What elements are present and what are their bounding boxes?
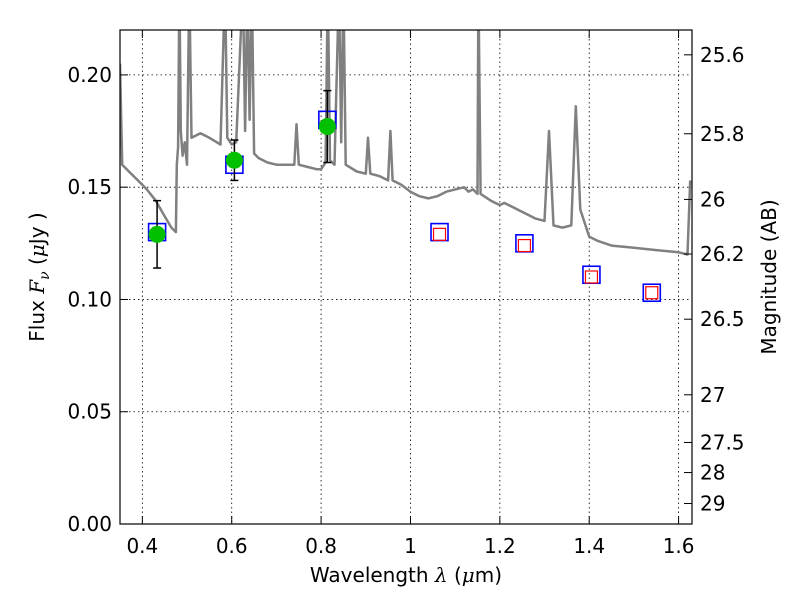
model-square-red: [517, 238, 532, 253]
photometry-point: [318, 118, 336, 136]
x-axis-ticks: 0.4 0.6 0.8 1 1.2 1.4 1.6: [126, 30, 695, 558]
plot-frame: [119, 29, 693, 525]
y-axis-ticks: 0.00 0.05 0.10 0.15 0.20: [67, 63, 128, 536]
magnitude-axis-ticks: 25.6 25.8 26 26.2 26.5 27 27.5 28 29: [684, 43, 745, 516]
spectrum-line: [120, 30, 692, 256]
magnitude-tick-label: 26: [700, 187, 725, 211]
model-square-red: [432, 227, 447, 241]
y-tick-label: 0.15: [67, 175, 112, 199]
magnitude-tick-label: 25.8: [700, 122, 745, 146]
magnitude-tick-label: 27.5: [700, 430, 745, 454]
magnitude-axis-title: Magnitude (AB): [757, 199, 781, 354]
x-tick-label: 1.2: [484, 534, 516, 558]
x-tick-label: 1: [404, 534, 417, 558]
photometry-point: [225, 151, 243, 169]
x-tick-label: 1.6: [663, 534, 695, 558]
grid-lines: [120, 30, 692, 524]
magnitude-tick-label: 26.2: [700, 242, 745, 266]
model-square-blue: [642, 283, 662, 303]
y-tick-label: 0.20: [67, 63, 112, 87]
x-tick-label: 1.4: [573, 534, 605, 558]
photometry-point: [148, 225, 166, 243]
magnitude-tick-label: 28: [700, 461, 725, 485]
magnitude-tick-label: 27: [700, 383, 725, 407]
y-tick-label: 0.05: [67, 400, 112, 424]
magnitude-tick-label: 26.5: [700, 307, 745, 331]
y-tick-label: 0.00: [67, 512, 112, 536]
y-axis-title: Flux Fν (μJy ): [25, 212, 53, 341]
x-tick-label: 0.6: [216, 534, 248, 558]
magnitude-tick-label: 25.6: [700, 43, 745, 67]
x-tick-label: 0.8: [305, 534, 337, 558]
model-square-red: [584, 270, 599, 284]
x-tick-label: 0.4: [126, 534, 158, 558]
x-axis-title: Wavelength λ (μm): [310, 563, 502, 587]
magnitude-tick-label: 29: [700, 492, 725, 516]
model-square-red: [645, 286, 659, 300]
plot-area: [120, 30, 692, 303]
y-tick-label: 0.10: [67, 287, 112, 311]
plot-background: [120, 30, 692, 524]
